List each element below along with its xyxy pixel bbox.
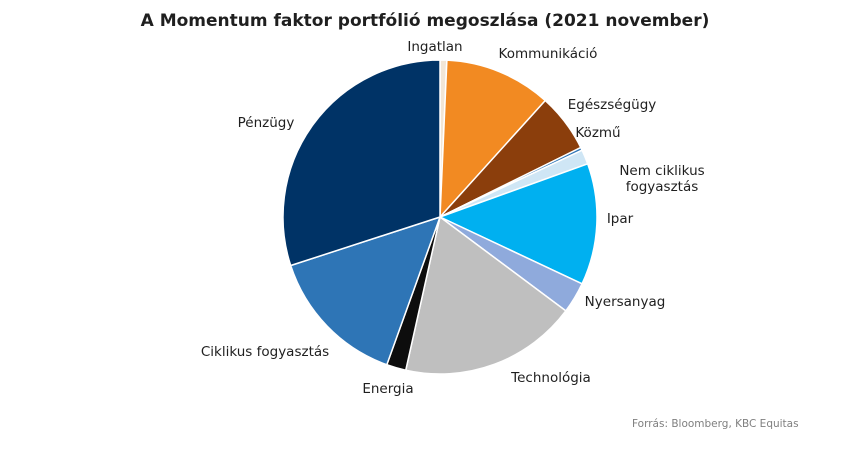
slice-label-4: Nem ciklikus fogyasztás	[619, 163, 704, 195]
slice-label-1: Kommunikáció	[499, 46, 598, 62]
slice-labels: Ingatlan Kommunikáció Egészségügy Közmű Nem …	[201, 39, 705, 397]
source-note: Forrás: Bloomberg, KBC Equitas	[632, 418, 799, 430]
slice-label-10: Pénzügy	[238, 115, 295, 131]
chart-title: A Momentum faktor portfólió megoszlása (…	[140, 11, 710, 31]
pie-slice-10	[282, 59, 441, 267]
slice-label-6: Nyersanyag	[585, 294, 666, 310]
slice-label-5: Ipar	[607, 211, 634, 227]
slice-label-0: Ingatlan	[407, 39, 462, 55]
pie-slice-7	[404, 215, 567, 375]
slice-label-7: Technológia	[510, 370, 591, 386]
pie-slices	[282, 59, 598, 375]
pie-slice-1	[439, 59, 547, 220]
pie-slice-5	[438, 162, 598, 285]
slice-label-2: Egészségügy	[568, 97, 657, 113]
slice-label-8: Energia	[362, 381, 413, 397]
slice-label-3: Közmű	[575, 125, 620, 141]
slice-label-9: Ciklikus fogyasztás	[201, 344, 329, 360]
